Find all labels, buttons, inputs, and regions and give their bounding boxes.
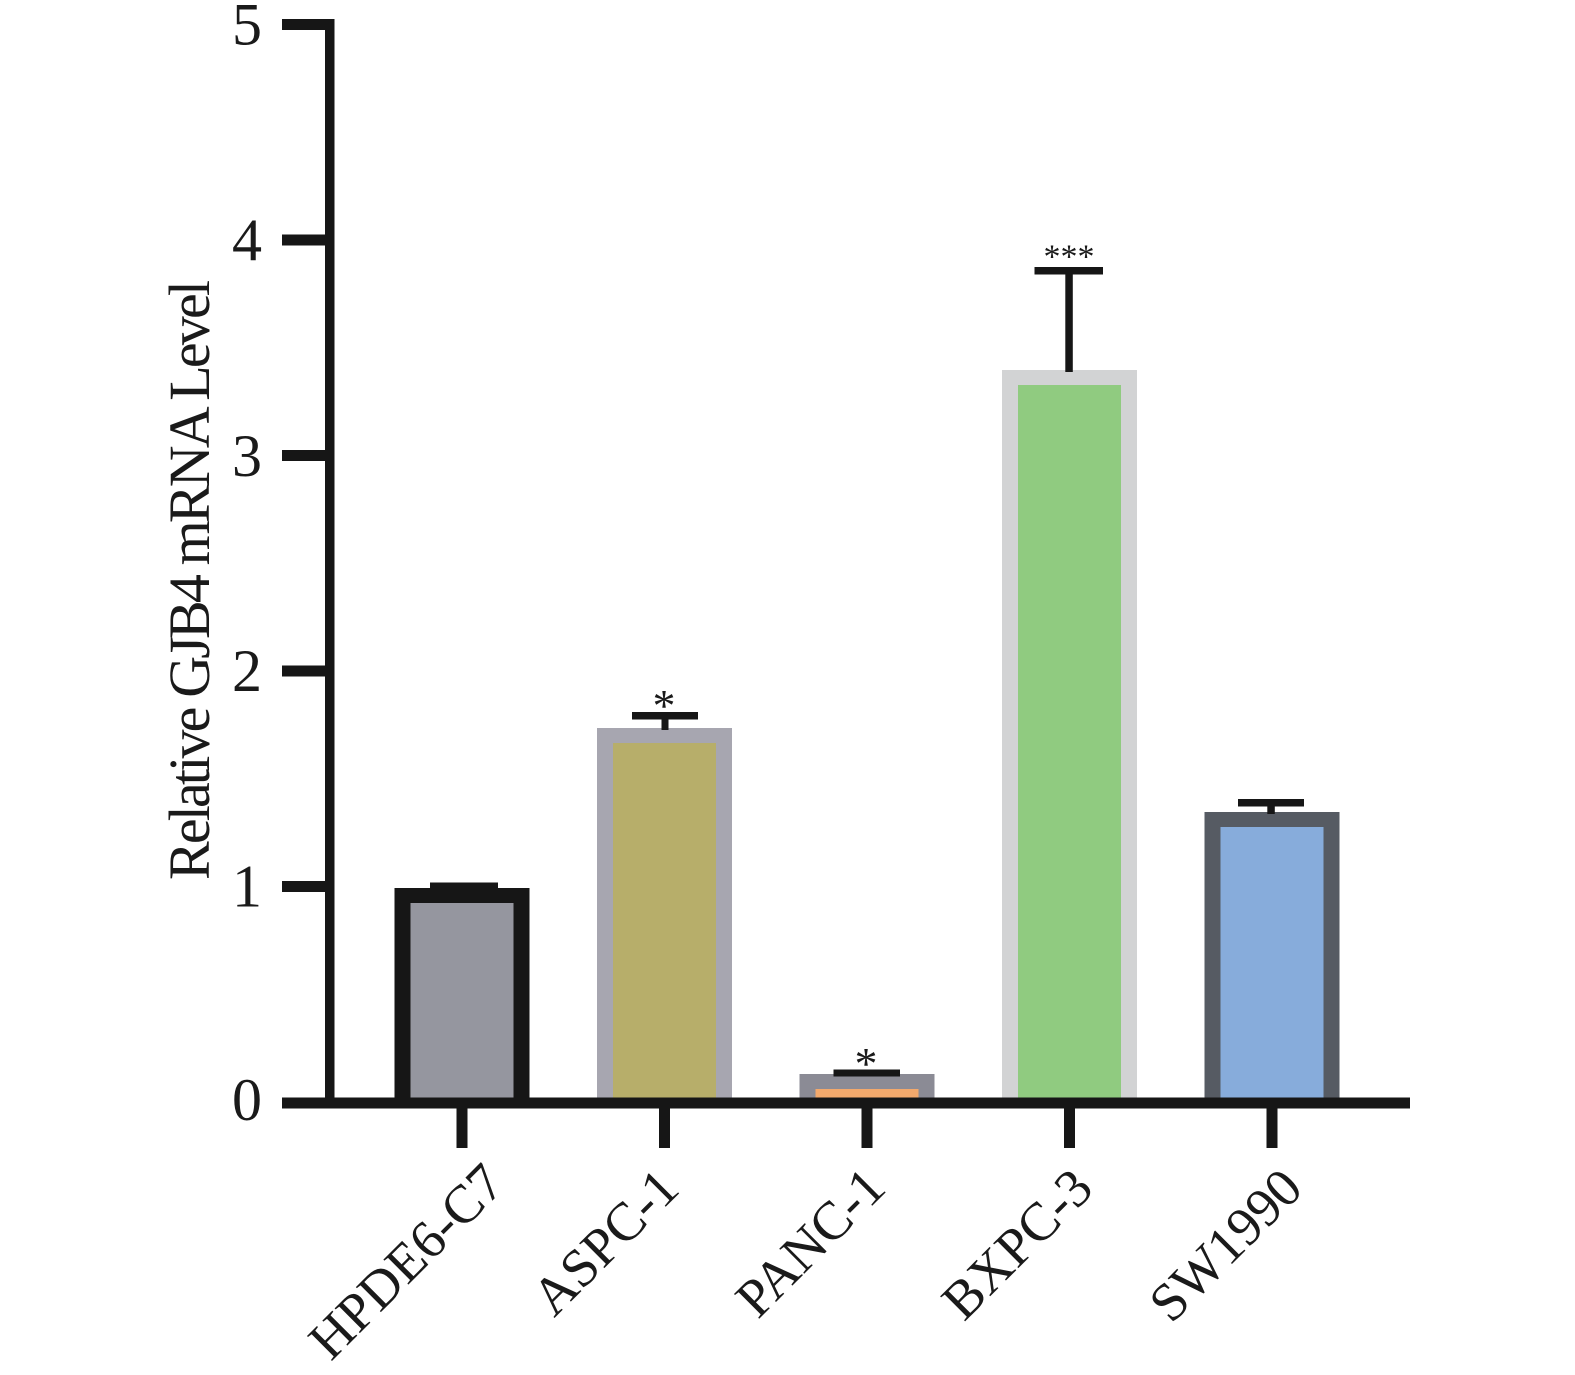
svg-text:2: 2: [232, 638, 262, 704]
svg-text:*: *: [855, 1038, 878, 1089]
svg-text:Relative GJB4 mRNA Level: Relative GJB4 mRNA Level: [157, 280, 222, 880]
svg-text:4: 4: [232, 207, 262, 273]
svg-text:3: 3: [232, 423, 262, 489]
svg-text:0: 0: [232, 1067, 262, 1133]
svg-text:***: ***: [1044, 239, 1095, 276]
svg-text:1: 1: [232, 854, 262, 920]
svg-text:5: 5: [232, 0, 262, 58]
svg-text:*: *: [653, 680, 676, 731]
